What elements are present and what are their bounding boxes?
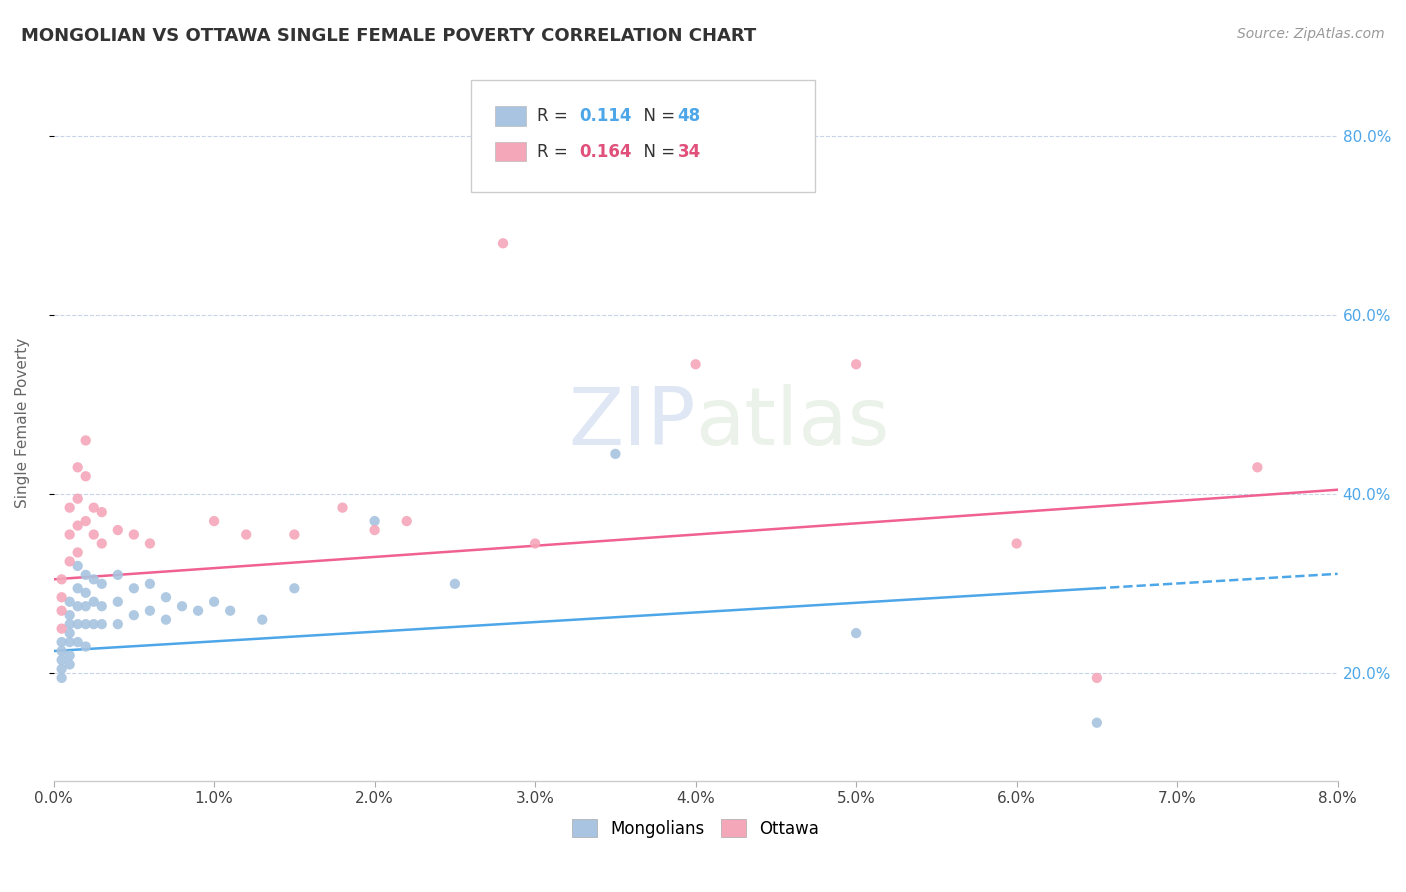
Point <box>444 577 467 591</box>
Point <box>139 577 162 591</box>
Legend: Mongolians, Ottawa: Mongolians, Ottawa <box>565 813 825 845</box>
Point <box>59 500 82 515</box>
Point <box>685 357 707 371</box>
Point <box>332 500 354 515</box>
Point <box>283 582 305 596</box>
Text: N =: N = <box>633 107 681 125</box>
Point <box>235 527 257 541</box>
Point <box>51 622 73 636</box>
Point <box>83 572 105 586</box>
Point <box>202 595 225 609</box>
Point <box>59 648 82 663</box>
Point <box>170 599 193 614</box>
Point <box>66 460 89 475</box>
Point <box>107 595 129 609</box>
Point <box>187 604 209 618</box>
Text: 34: 34 <box>678 143 702 161</box>
Point <box>202 514 225 528</box>
Point <box>1246 460 1268 475</box>
Text: Source: ZipAtlas.com: Source: ZipAtlas.com <box>1237 27 1385 41</box>
Point <box>1085 671 1108 685</box>
Point <box>66 545 89 559</box>
Point <box>59 657 82 672</box>
Text: ZIP: ZIP <box>568 384 696 461</box>
Point <box>66 599 89 614</box>
Point <box>283 527 305 541</box>
Point <box>83 595 105 609</box>
Point <box>59 608 82 623</box>
Point <box>90 617 112 632</box>
Point <box>66 582 89 596</box>
Point <box>66 518 89 533</box>
Text: 0.164: 0.164 <box>579 143 631 161</box>
Point <box>66 491 89 506</box>
Y-axis label: Single Female Poverty: Single Female Poverty <box>15 337 30 508</box>
Point <box>59 635 82 649</box>
Point <box>51 604 73 618</box>
Point <box>122 527 145 541</box>
Point <box>363 523 385 537</box>
Point <box>59 527 82 541</box>
Text: 0.114: 0.114 <box>579 107 631 125</box>
Point <box>75 514 97 528</box>
Point <box>66 617 89 632</box>
Point <box>83 500 105 515</box>
Point <box>90 599 112 614</box>
Point <box>75 599 97 614</box>
Point <box>107 567 129 582</box>
Point <box>1085 715 1108 730</box>
Point <box>51 671 73 685</box>
Point <box>75 640 97 654</box>
Point <box>51 653 73 667</box>
Point <box>524 536 547 550</box>
Point <box>252 613 274 627</box>
Point <box>59 554 82 568</box>
Point <box>845 357 868 371</box>
Point <box>83 617 105 632</box>
Point <box>395 514 418 528</box>
Point <box>107 617 129 632</box>
Point <box>75 586 97 600</box>
Point <box>75 469 97 483</box>
Point <box>51 662 73 676</box>
Point <box>75 617 97 632</box>
Point <box>51 572 73 586</box>
Point <box>219 604 242 618</box>
Point <box>605 447 627 461</box>
Point <box>59 617 82 632</box>
Point <box>155 591 177 605</box>
Text: MONGOLIAN VS OTTAWA SINGLE FEMALE POVERTY CORRELATION CHART: MONGOLIAN VS OTTAWA SINGLE FEMALE POVERT… <box>21 27 756 45</box>
Point <box>90 577 112 591</box>
Point <box>90 536 112 550</box>
Point <box>107 523 129 537</box>
Point <box>1005 536 1028 550</box>
Text: R =: R = <box>537 143 574 161</box>
Point <box>845 626 868 640</box>
Point <box>66 635 89 649</box>
Point <box>139 604 162 618</box>
Point <box>122 582 145 596</box>
Point <box>75 434 97 448</box>
Point <box>51 591 73 605</box>
Point <box>66 558 89 573</box>
Point <box>492 236 515 251</box>
Point <box>83 527 105 541</box>
Point <box>59 626 82 640</box>
Point <box>75 567 97 582</box>
Point <box>59 595 82 609</box>
Point <box>363 514 385 528</box>
Point <box>51 644 73 658</box>
Text: R =: R = <box>537 107 574 125</box>
Text: atlas: atlas <box>696 384 890 461</box>
Text: N =: N = <box>633 143 681 161</box>
Point <box>122 608 145 623</box>
Point <box>51 635 73 649</box>
Point <box>139 536 162 550</box>
Point <box>90 505 112 519</box>
Text: 48: 48 <box>678 107 700 125</box>
Point <box>155 613 177 627</box>
